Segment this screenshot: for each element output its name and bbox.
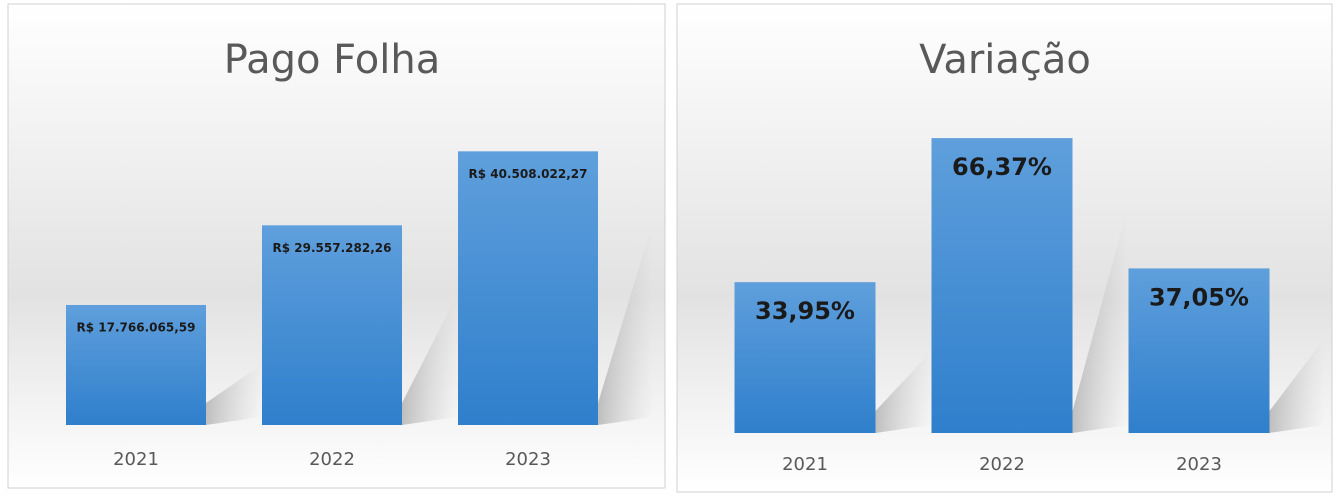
data-label: R$ 40.508.022,27	[469, 167, 588, 181]
bar	[66, 304, 206, 425]
data-label: R$ 17.766.065,59	[77, 320, 196, 334]
bar-shadow	[206, 365, 261, 425]
bar	[458, 151, 598, 425]
bar-shadow	[1269, 338, 1325, 433]
x-tick-label: 2022	[309, 449, 355, 470]
x-tick-label: 2023	[1176, 454, 1222, 475]
data-label: 33,95%	[755, 297, 855, 325]
bar	[1128, 268, 1270, 433]
bar	[262, 225, 402, 425]
x-tick-label: 2021	[782, 454, 828, 475]
x-tick-label: 2023	[505, 449, 551, 470]
bar-shadow	[875, 352, 931, 433]
bar-shadow	[1072, 208, 1128, 433]
chart-title: Variação	[919, 37, 1091, 83]
data-label: 66,37%	[952, 153, 1052, 181]
chart-title: Pago Folha	[224, 37, 440, 83]
x-tick-label: 2021	[113, 449, 159, 470]
bar	[734, 282, 876, 433]
bar	[931, 138, 1073, 434]
data-label: R$ 29.557.282,26	[273, 241, 392, 255]
bar-shadow	[598, 221, 653, 425]
data-label: 37,05%	[1149, 283, 1249, 311]
bar-shadow	[402, 295, 457, 425]
x-tick-label: 2022	[979, 454, 1025, 475]
